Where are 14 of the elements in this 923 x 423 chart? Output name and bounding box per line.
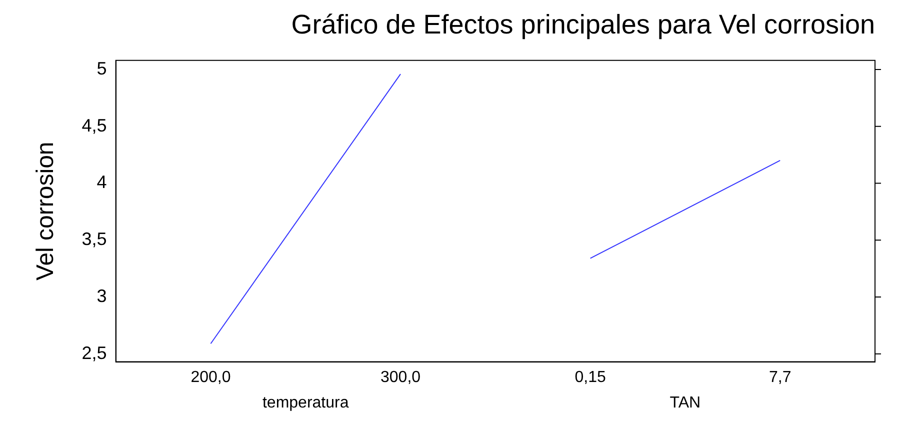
x-tick-label: 7,7 (768, 368, 792, 386)
y-tick-label: 3,5 (82, 229, 107, 250)
y-tick-label: 5 (96, 58, 107, 78)
x-tick-label: 300,0 (380, 368, 421, 386)
text: temperatura (262, 394, 349, 412)
y-tick-label: 4,5 (82, 115, 107, 136)
y-tick-label: 3 (96, 286, 107, 306)
y-tick-label: 2,5 (82, 342, 107, 363)
chart-title: Gráfico de Efectos principales para Vel corrosion (291, 10, 875, 40)
x-tick-label: 200,0 (190, 368, 231, 386)
x-tick-label: 0,15 (574, 368, 606, 386)
y-tick-label: 4 (96, 172, 107, 192)
text: TAN (670, 394, 701, 412)
y-axis-title: Vel corrosion (32, 142, 60, 280)
